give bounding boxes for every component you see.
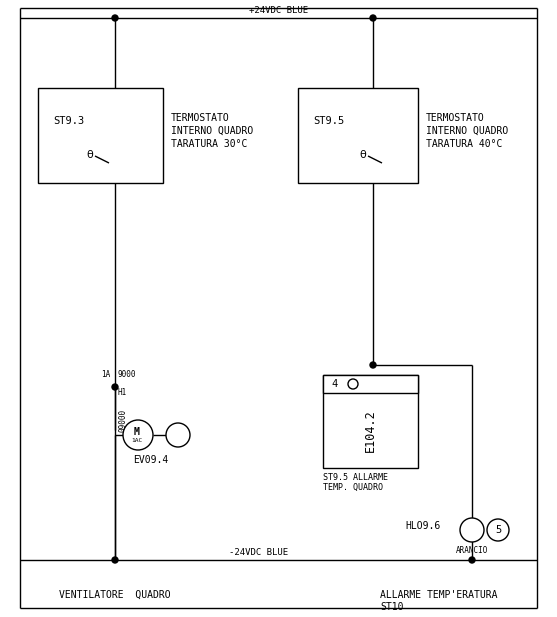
- Text: 09000: 09000: [119, 408, 128, 431]
- Bar: [323, 375, 418, 393]
- Text: M: M: [134, 427, 140, 437]
- Circle shape: [370, 362, 376, 368]
- Circle shape: [166, 423, 190, 447]
- Text: TERMOSTATO: TERMOSTATO: [171, 113, 229, 123]
- Text: TEMP. QUADRO: TEMP. QUADRO: [323, 483, 383, 492]
- Circle shape: [370, 15, 376, 21]
- Text: H1: H1: [117, 388, 126, 397]
- Text: 9000: 9000: [117, 370, 135, 379]
- Text: -24VDC BLUE: -24VDC BLUE: [229, 548, 288, 557]
- Text: 4: 4: [332, 379, 338, 389]
- Text: VENTILATORE  QUADRO: VENTILATORE QUADRO: [59, 590, 171, 600]
- Text: 1A: 1A: [101, 370, 110, 379]
- Bar: [298, 88, 418, 183]
- Circle shape: [348, 379, 358, 389]
- Circle shape: [460, 518, 484, 542]
- Text: ALLARME TEMP'ERATURA: ALLARME TEMP'ERATURA: [380, 590, 497, 600]
- Text: E104.2: E104.2: [364, 409, 377, 452]
- Text: ST9.5: ST9.5: [313, 116, 344, 126]
- Circle shape: [469, 557, 475, 563]
- Text: TARATURA 40°C: TARATURA 40°C: [426, 139, 502, 149]
- Text: ST9.5 ALLARME: ST9.5 ALLARME: [323, 473, 388, 482]
- Text: θ: θ: [87, 150, 94, 160]
- Text: ARANCIO: ARANCIO: [456, 546, 488, 555]
- Text: ST9.3: ST9.3: [53, 116, 84, 126]
- Text: INTERNO QUADRO: INTERNO QUADRO: [171, 126, 253, 136]
- Bar: [38, 88, 163, 183]
- Circle shape: [487, 519, 509, 541]
- Text: TARATURA 30°C: TARATURA 30°C: [171, 139, 247, 149]
- Circle shape: [112, 384, 118, 390]
- Text: 1AC: 1AC: [131, 437, 143, 442]
- Text: 5: 5: [495, 525, 501, 535]
- Text: INTERNO QUADRO: INTERNO QUADRO: [426, 126, 508, 136]
- Text: θ: θ: [360, 150, 367, 160]
- Text: TERMOSTATO: TERMOSTATO: [426, 113, 485, 123]
- Text: EV09.4: EV09.4: [133, 455, 168, 465]
- Text: ST10: ST10: [380, 602, 403, 612]
- Circle shape: [112, 15, 118, 21]
- Text: +24VDC BLUE: +24VDC BLUE: [249, 6, 308, 15]
- Circle shape: [112, 557, 118, 563]
- Bar: [323, 375, 418, 468]
- Circle shape: [123, 420, 153, 450]
- Text: HLO9.6: HLO9.6: [405, 521, 440, 531]
